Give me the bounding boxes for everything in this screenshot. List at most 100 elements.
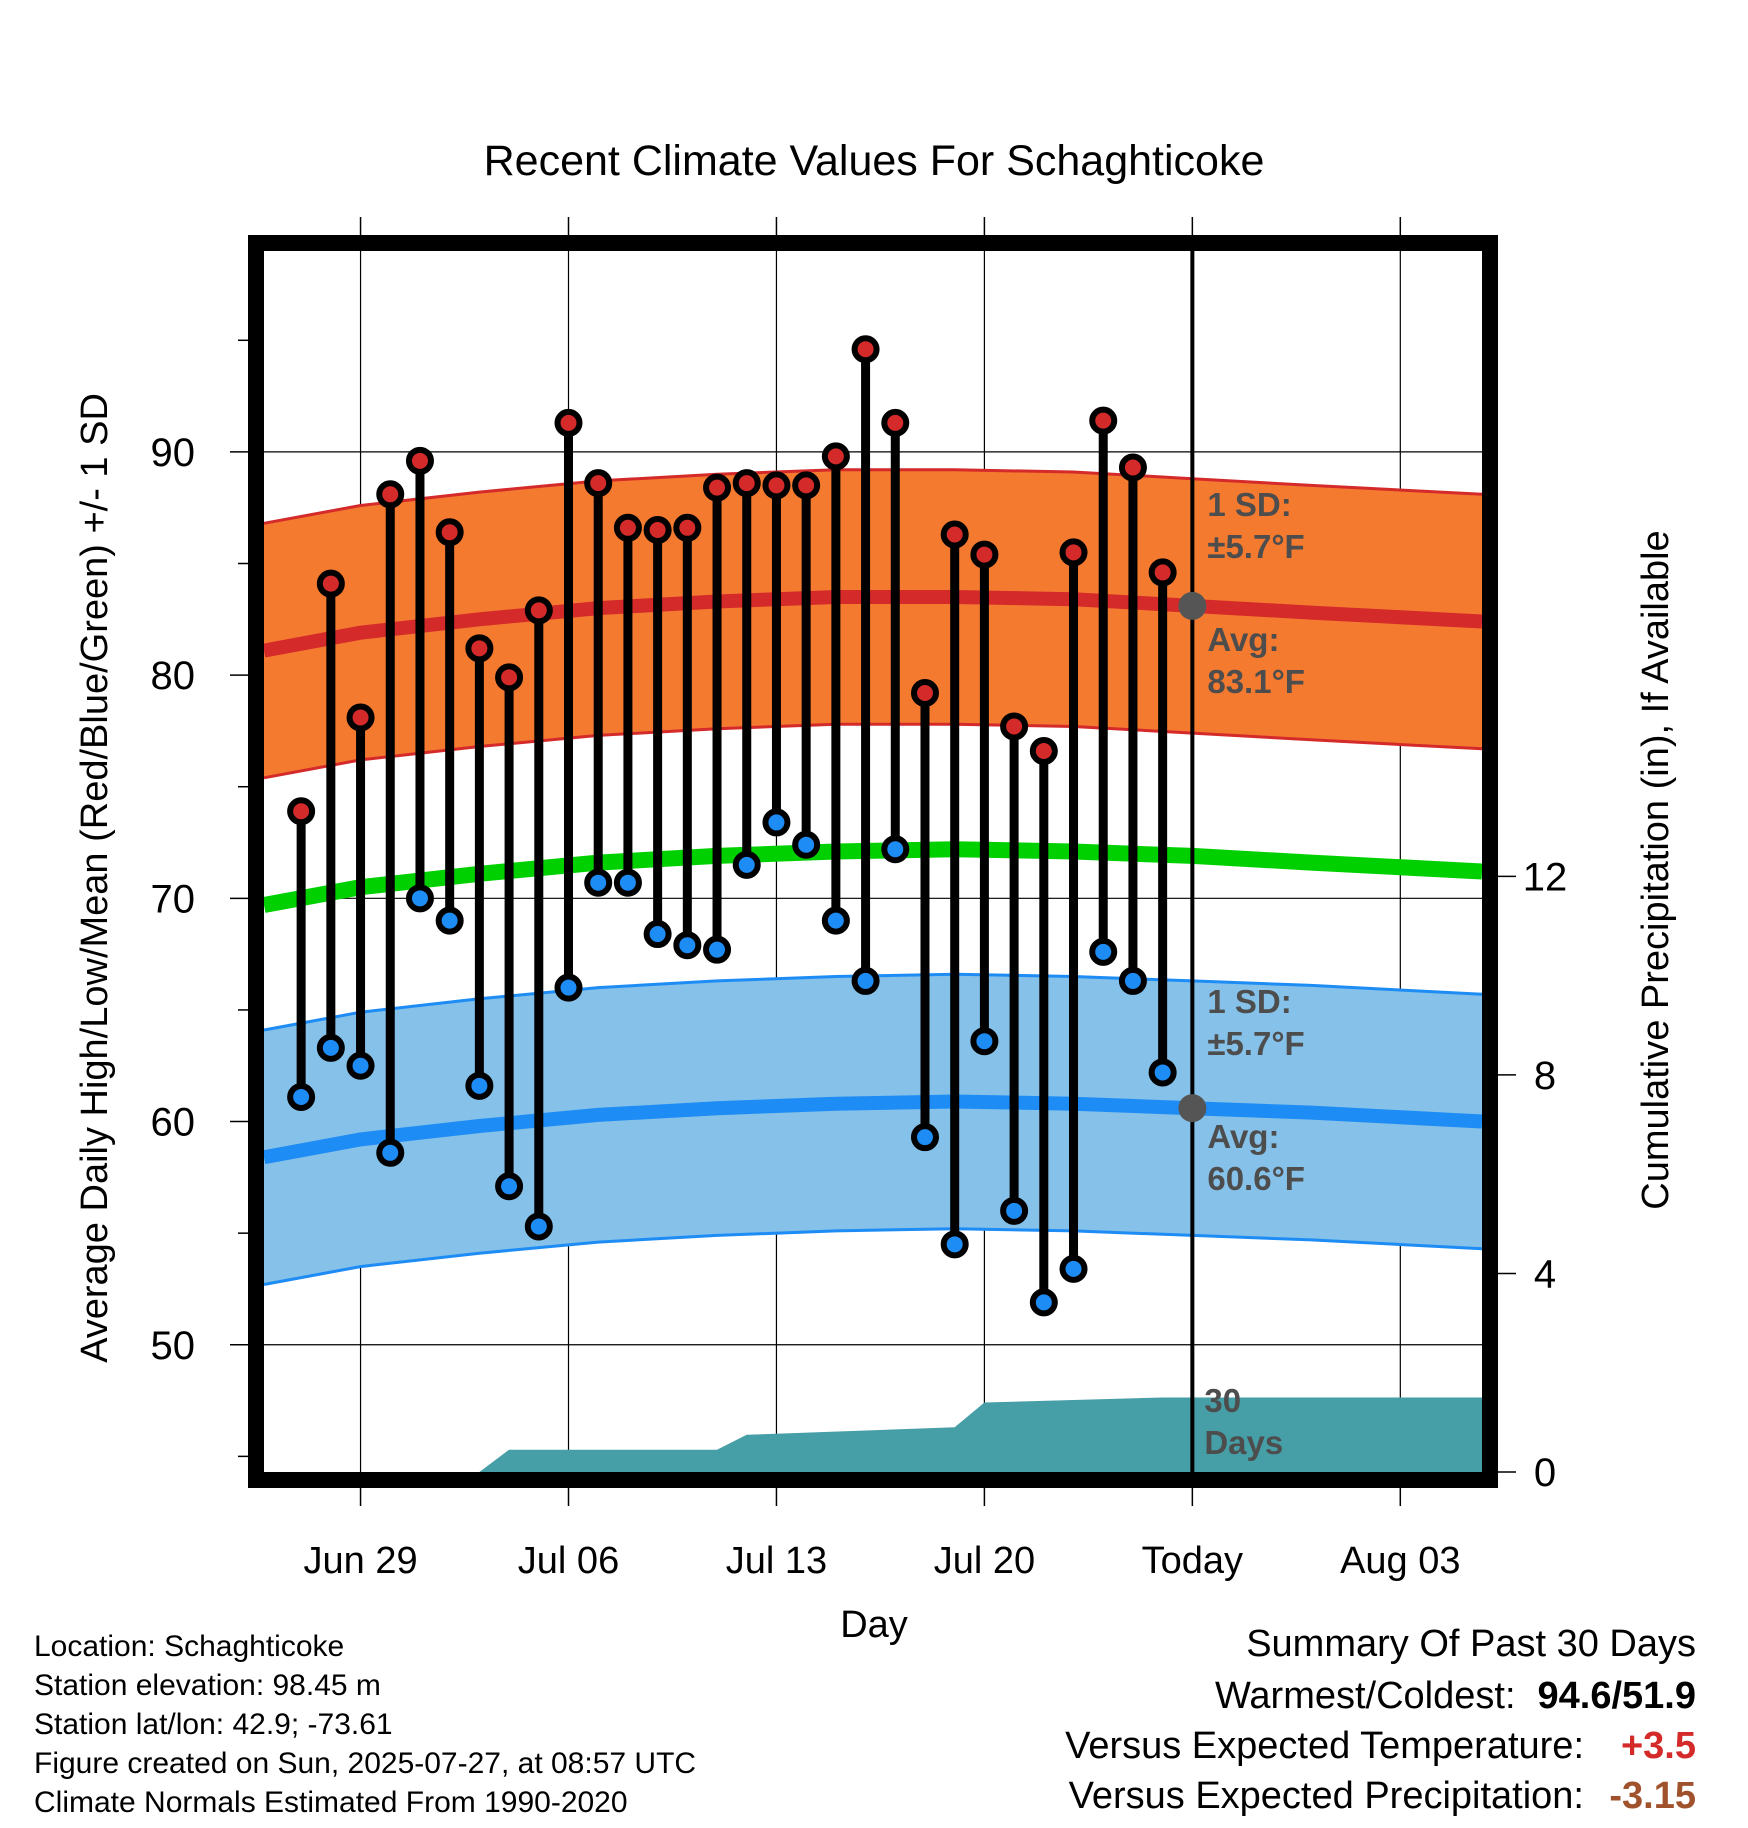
low-avg-line xyxy=(262,1094,1483,1165)
x-tick-label: Aug 03 xyxy=(1340,1540,1460,1582)
low-avg-annotation: 60.6°F xyxy=(1207,1160,1305,1197)
high-sd-annotation: 1 SD: xyxy=(1207,486,1291,523)
info-location: Location: Schaghticoke xyxy=(34,1630,345,1663)
high-point xyxy=(287,797,316,826)
info-created: Figure created on Sun, 2025-07-27, at 08… xyxy=(34,1747,697,1780)
high-point xyxy=(910,678,939,707)
low-sd-band xyxy=(264,974,1482,1285)
y2-tick-label: 12 xyxy=(1523,855,1568,899)
high-point xyxy=(1000,712,1029,741)
low-point xyxy=(940,1230,969,1259)
low-point xyxy=(851,966,880,995)
low-point xyxy=(1089,937,1118,966)
low-point xyxy=(554,973,583,1002)
y-tick-label: 80 xyxy=(151,654,196,698)
station-info: Location: Schaghticoke Station elevation… xyxy=(34,1627,696,1822)
low-sd-lower-line xyxy=(263,1227,1483,1286)
high-point xyxy=(495,663,524,692)
y2-axis-label: Cumulative Precipitation (in), If Availa… xyxy=(1635,530,1677,1209)
days-annotation: Days xyxy=(1204,1424,1283,1461)
high-point xyxy=(1059,538,1088,567)
low-point xyxy=(703,935,732,964)
low-point xyxy=(584,868,613,897)
y-tick-label: 70 xyxy=(151,877,196,921)
low-point xyxy=(1059,1254,1088,1283)
info-normals: Climate Normals Estimated From 1990-2020 xyxy=(34,1786,628,1819)
high-point xyxy=(524,596,553,625)
low-point xyxy=(435,906,464,935)
low-point xyxy=(1000,1196,1029,1225)
low-point xyxy=(643,920,672,949)
low-point xyxy=(732,850,761,879)
low-point xyxy=(613,868,642,897)
high-point xyxy=(316,569,345,598)
low-point xyxy=(465,1071,494,1100)
high-point xyxy=(940,520,969,549)
y-axis-label: Average Daily High/Low/Mean (Red/Blue/Gr… xyxy=(74,393,116,1363)
high-point xyxy=(732,469,761,498)
high-avg-annotation: 83.1°F xyxy=(1207,663,1305,700)
y2-tick-label: 8 xyxy=(1534,1054,1556,1098)
low-point xyxy=(881,835,910,864)
x-tick-label: Jul 06 xyxy=(518,1540,619,1582)
high-point xyxy=(465,634,494,663)
low-point xyxy=(970,1027,999,1056)
warm-cold-value: 94.6/51.9 xyxy=(1537,1675,1696,1717)
info-elevation: Station elevation: 98.45 m xyxy=(34,1669,381,1702)
low-point xyxy=(821,906,850,935)
x-tick-label: Today xyxy=(1142,1540,1243,1582)
high-point xyxy=(703,473,732,502)
high-sd-annotation: ±5.7°F xyxy=(1207,528,1304,565)
y2-tick-label: 0 xyxy=(1534,1451,1556,1495)
x-tick-label: Jun 29 xyxy=(304,1540,418,1582)
high-point xyxy=(673,513,702,542)
high-point xyxy=(435,518,464,547)
low-sd-annotation: ±5.7°F xyxy=(1207,1025,1304,1062)
summary-heading: Summary Of Past 30 Days xyxy=(1246,1623,1696,1665)
low-point xyxy=(405,884,434,913)
low-point xyxy=(910,1123,939,1152)
low-point xyxy=(495,1172,524,1201)
low-point xyxy=(376,1138,405,1167)
today-high-avg-marker xyxy=(1178,591,1207,620)
low-point xyxy=(1148,1058,1177,1087)
high-point xyxy=(643,516,672,545)
warm-cold-label: Warmest/Coldest: xyxy=(1214,1675,1516,1717)
high-point xyxy=(1029,737,1058,766)
high-point xyxy=(613,513,642,542)
low-point xyxy=(287,1082,316,1111)
high-point xyxy=(1089,406,1118,435)
x-tick-label: Jul 20 xyxy=(934,1540,1035,1582)
high-point xyxy=(554,408,583,437)
low-point xyxy=(792,830,821,859)
plot-frame xyxy=(248,235,1498,1488)
precip-value: -3.15 xyxy=(1609,1775,1696,1817)
low-point xyxy=(346,1051,375,1080)
x-tick-label: Jul 13 xyxy=(726,1540,827,1582)
low-point xyxy=(673,931,702,960)
high-point xyxy=(821,442,850,471)
high-point xyxy=(792,471,821,500)
days-annotation: 30 xyxy=(1204,1382,1241,1419)
x-axis-label: Day xyxy=(840,1604,908,1646)
temp-value: +3.5 xyxy=(1620,1725,1696,1767)
low-point xyxy=(1118,966,1147,995)
info-latlon: Station lat/lon: 42.9; -73.61 xyxy=(34,1708,393,1741)
low-point xyxy=(1029,1288,1058,1317)
high-point xyxy=(1118,453,1147,482)
low-point xyxy=(524,1212,553,1241)
summary-warm-cold: Warmest/Coldest: 94.6/51.9 xyxy=(1215,1675,1696,1718)
low-point xyxy=(762,808,791,837)
chart-title: Recent Climate Values For Schaghticoke xyxy=(484,137,1265,185)
summary-precip: Versus Expected Precipitation: -3.15 xyxy=(1069,1775,1696,1818)
precip-label: Versus Expected Precipitation: xyxy=(1068,1775,1584,1817)
summary-temp: Versus Expected Temperature: +3.5 xyxy=(1065,1725,1696,1768)
y-tick-label: 60 xyxy=(151,1101,196,1145)
precip-area xyxy=(264,1397,1482,1472)
high-point xyxy=(346,703,375,732)
high-point xyxy=(970,540,999,569)
plot-area: 1 SD: ±5.7°F Avg: 83.1°F 1 SD: ±5.7°F Avg: 60.6… xyxy=(151,217,1568,1582)
temp-label: Versus Expected Temperature: xyxy=(1065,1725,1584,1767)
y-tick-label: 50 xyxy=(151,1324,196,1368)
low-sd-annotation: 1 SD: xyxy=(1207,983,1291,1020)
